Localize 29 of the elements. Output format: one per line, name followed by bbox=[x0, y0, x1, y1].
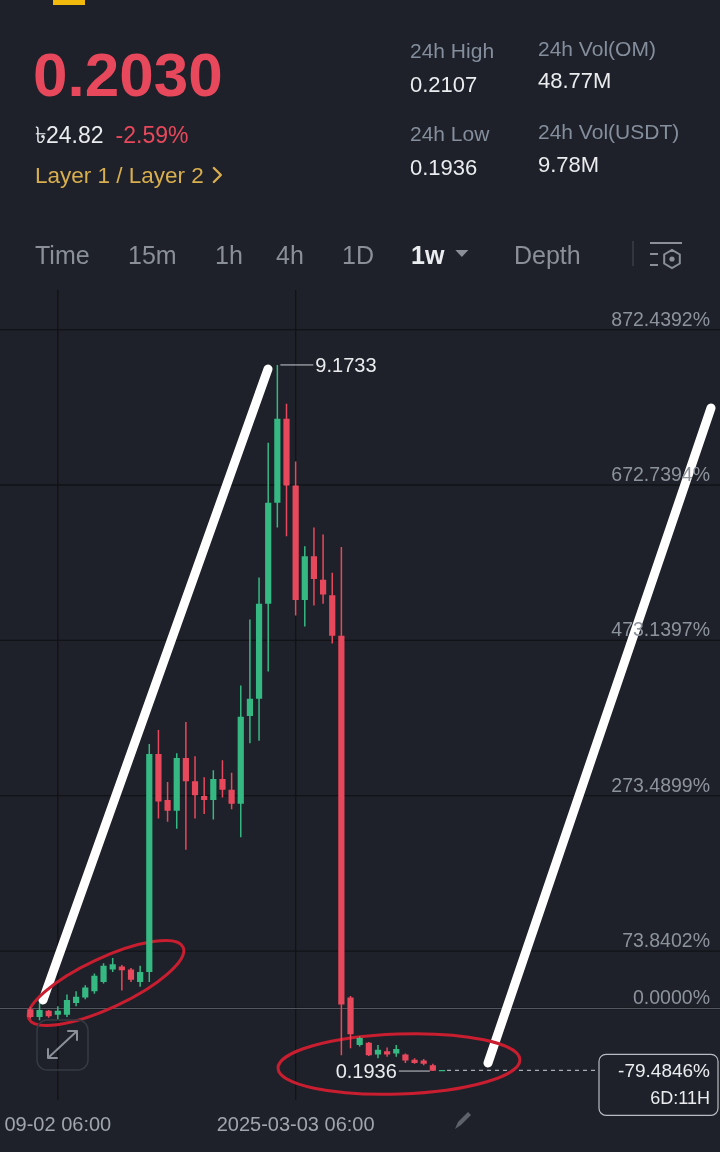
text: ৳24.82 bbox=[35, 122, 104, 148]
text: 1h bbox=[215, 241, 243, 269]
text: 1D bbox=[342, 241, 374, 269]
text: 24h High bbox=[410, 39, 495, 62]
text: 24h Vol(OM) bbox=[538, 37, 656, 60]
annotation: 6D:11H bbox=[650, 1088, 710, 1109]
text: Time bbox=[35, 241, 90, 269]
text: 0.1936 bbox=[410, 155, 478, 180]
text: 24h Low bbox=[410, 122, 491, 145]
ref-line-label: -79.4846% bbox=[618, 1060, 711, 1082]
annotation: 9.1733 bbox=[315, 353, 377, 376]
y-tick-label: 273.4899% bbox=[611, 773, 710, 796]
text: -2.59% bbox=[115, 122, 189, 148]
text: 9.78M bbox=[538, 152, 600, 177]
y-tick-label: 872.4392% bbox=[611, 307, 710, 330]
text: 48.77M bbox=[538, 68, 612, 93]
y-tick-label: 0.0000% bbox=[633, 986, 710, 1009]
annotation: 0.1936 bbox=[335, 1060, 397, 1083]
text: 15m bbox=[128, 241, 177, 269]
text: 0.2107 bbox=[410, 72, 478, 97]
text: 0.2030 bbox=[33, 40, 223, 109]
text: 4h bbox=[276, 241, 304, 269]
text: 24h Vol(USDT) bbox=[538, 120, 680, 143]
y-tick-label: 73.8402% bbox=[622, 929, 710, 952]
text: Layer 1 / Layer 2 bbox=[35, 163, 204, 188]
x-tick-label: 09-02 06:00 bbox=[4, 1113, 112, 1135]
text: 1w bbox=[411, 241, 445, 269]
text: Depth bbox=[514, 241, 581, 269]
x-tick-label: 2025-03-03 06:00 bbox=[216, 1113, 375, 1135]
